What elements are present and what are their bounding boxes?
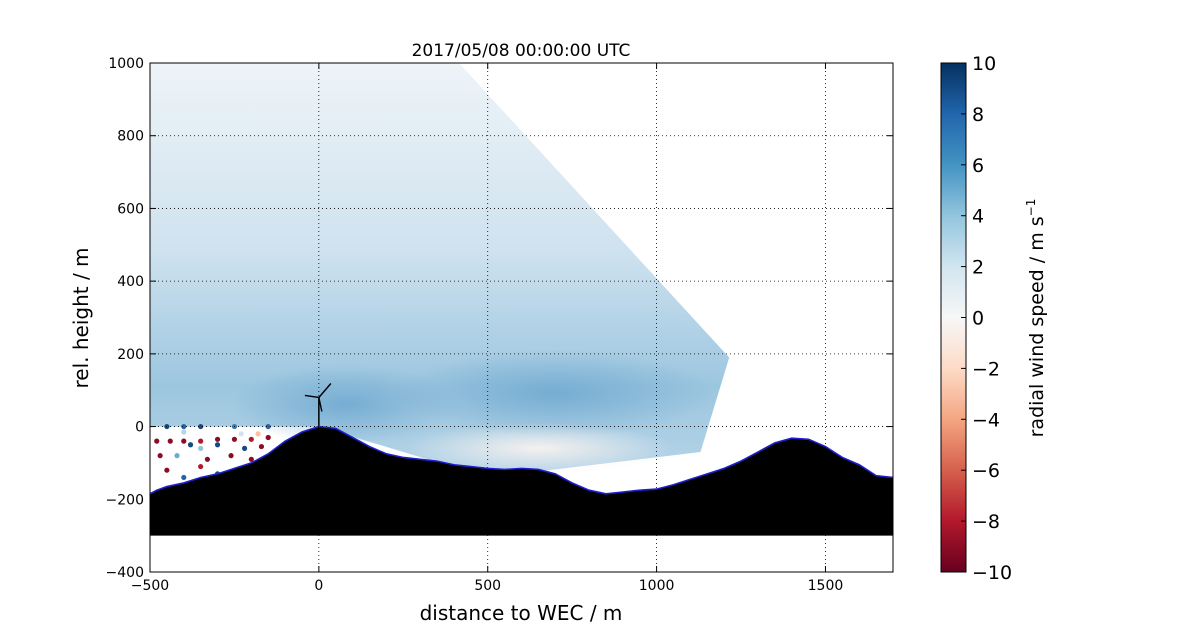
colorbar-tick-label: 0 — [972, 308, 984, 330]
plot-area — [150, 63, 893, 536]
near-field-point — [204, 456, 211, 462]
low-wind-region — [403, 422, 674, 474]
colorbar-ticks: 10 8 6 4 2 0 −2 −4 −6 −8 −10 — [961, 53, 1012, 584]
grid — [150, 63, 893, 572]
x-tick-label: 0 — [314, 578, 323, 594]
y-tick-label: 1000 — [108, 56, 144, 72]
y-tick-label: 200 — [117, 347, 144, 363]
near-field-point — [258, 443, 265, 450]
y-axis-label: rel. height / m — [69, 247, 93, 388]
y-tick-label: 800 — [117, 129, 144, 145]
x-axis: −500 0 500 1000 1500 — [131, 63, 844, 594]
turbine-blade — [304, 394, 319, 399]
colorbar-label-exponent: −1 — [1024, 199, 1038, 217]
near-field-point — [198, 423, 204, 430]
wake-jet-region — [231, 364, 461, 445]
near-field-point — [181, 474, 187, 481]
y-tick-label: 400 — [117, 274, 144, 290]
x-tick-label: 1500 — [808, 578, 844, 594]
near-field-point — [265, 434, 271, 441]
colorbar-tick-label: 10 — [972, 53, 996, 75]
y-tick-label: 0 — [135, 420, 144, 436]
colorbar-tick-label: −4 — [972, 409, 1000, 431]
colorbar-tick-label: 8 — [972, 104, 984, 126]
turbine-blade — [318, 397, 323, 412]
near-field-point — [181, 438, 187, 444]
chart-title: 2017/05/08 00:00:00 UTC — [412, 41, 631, 61]
near-field-point — [187, 442, 194, 448]
x-tick-label: −500 — [131, 578, 169, 594]
terrain-outline — [150, 425, 893, 495]
near-field-point — [228, 453, 234, 459]
colorbar-tick-label: −2 — [972, 358, 1000, 380]
near-field-point — [238, 431, 244, 437]
terrain-profile — [150, 426, 893, 536]
turbine — [304, 383, 332, 427]
near-field-point — [181, 429, 187, 435]
y-tick-label: −200 — [106, 492, 144, 508]
wind-jet-region — [393, 350, 718, 438]
near-field-point — [154, 438, 160, 444]
near-field-point — [164, 467, 170, 473]
colorbar-label-main: radial wind speed / m s — [1026, 216, 1048, 437]
near-field-point — [181, 423, 187, 430]
colorbar-tick-label: −6 — [972, 460, 1000, 482]
near-field-point — [265, 423, 271, 430]
near-field-point — [248, 456, 254, 462]
y-tick-label: 600 — [117, 201, 144, 217]
near-field-point — [241, 445, 248, 451]
near-field-point — [167, 438, 173, 444]
x-tick-label: 1000 — [639, 578, 675, 594]
near-field-point — [255, 431, 261, 437]
near-field-point — [214, 436, 221, 442]
x-tick-label: 500 — [474, 578, 501, 594]
near-field-point — [248, 436, 254, 442]
colorbar-tick-label: 4 — [972, 206, 984, 228]
colorbar-tick-label: 2 — [972, 257, 984, 279]
near-field-point — [157, 453, 163, 459]
near-field-point — [198, 438, 204, 444]
colorbar-tick-label: 6 — [972, 155, 984, 177]
y-tick-label: −400 — [106, 565, 144, 581]
near-field-point — [198, 445, 204, 451]
near-field-point — [198, 463, 204, 470]
near-field-point — [231, 436, 238, 442]
axes-frame — [149, 62, 894, 573]
near-field-point — [214, 442, 221, 448]
colorbar-tick-label: −10 — [972, 562, 1012, 584]
colorbar-label: radial wind speed / m s−1 — [1024, 199, 1048, 438]
turbine-blade — [318, 383, 332, 398]
colorbar-tick-label: −8 — [972, 511, 1000, 533]
near-field-point — [174, 453, 180, 459]
x-axis-label: distance to WEC / m — [420, 601, 623, 625]
y-axis: −400 −200 0 200 400 600 800 1000 — [106, 56, 893, 581]
